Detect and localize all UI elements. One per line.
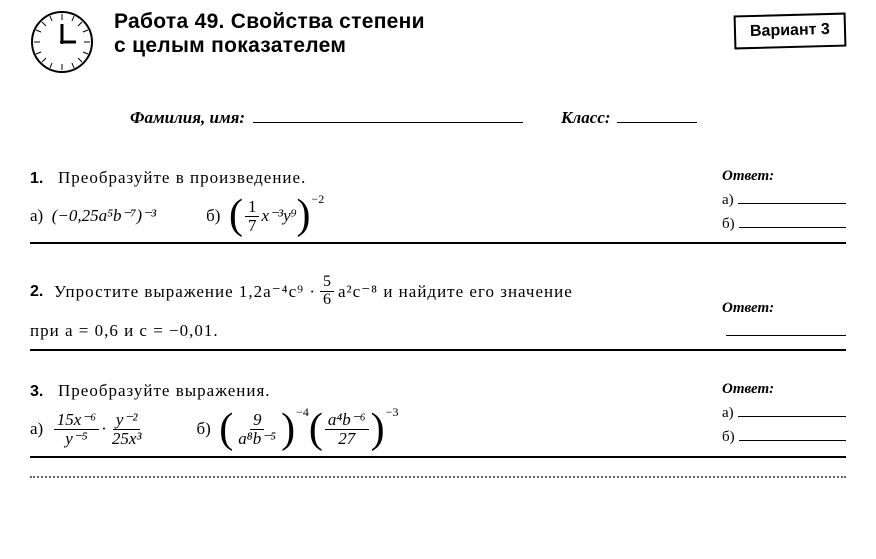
- p3a-f1d: y⁻⁵: [62, 430, 90, 448]
- answer-label: Ответ:: [722, 300, 846, 317]
- p3a-f1n: 15x⁻⁶: [54, 411, 99, 430]
- answer-block: Ответ: а) б): [716, 381, 846, 446]
- answer-b-input[interactable]: [739, 426, 846, 441]
- answer-label: Ответ:: [722, 381, 846, 398]
- p3b-f2d: 27: [335, 430, 358, 448]
- sub-label-b: б): [196, 419, 210, 439]
- p3b-f1d: a⁸b⁻⁵: [235, 430, 279, 448]
- p1b-den: 7: [245, 217, 260, 235]
- p3a-f2n: y⁻²: [113, 411, 141, 430]
- answer-a-label: а): [722, 405, 734, 422]
- title-line1: Работа 49. Свойства степени: [114, 10, 734, 34]
- p2-text-mid: a²c⁻⁸ и найдите его значение: [338, 282, 573, 302]
- problem-number: 1.: [30, 170, 54, 188]
- answer-a-input[interactable]: [738, 189, 846, 204]
- p1b-num: 1: [245, 198, 260, 217]
- p2-den: 6: [320, 292, 334, 309]
- p1b-rest: x⁻³y⁹: [261, 206, 296, 226]
- answer-input[interactable]: [726, 321, 846, 336]
- surname-input[interactable]: [253, 104, 523, 123]
- problem-text: Преобразуйте в произведение.: [58, 168, 306, 187]
- surname-label: Фамилия, имя:: [130, 108, 245, 128]
- divider: [30, 242, 846, 244]
- sub-label-a: а): [30, 206, 43, 226]
- class-input[interactable]: [617, 104, 697, 123]
- problem-1: 1. Преобразуйте в произведение. а) (−0,2…: [30, 168, 846, 245]
- answer-a-input[interactable]: [738, 402, 846, 417]
- answer-b-label: б): [722, 429, 735, 446]
- problem-2: 2. Упростите выражение 1,2a⁻⁴c⁹ · 56 a²c…: [30, 274, 846, 351]
- p2-line2: при a = 0,6 и c = −0,01.: [30, 321, 716, 341]
- p3b-f2n: a⁴b⁻⁶: [325, 411, 369, 430]
- p3b-f1n: 9: [250, 411, 265, 430]
- title-line2: с целым показателем: [114, 34, 734, 58]
- p1-expr-a: (−0,25a⁵b⁻⁷)⁻³: [52, 206, 156, 226]
- divider: [30, 456, 846, 458]
- answer-a-label: а): [722, 192, 734, 209]
- name-row: Фамилия, имя: Класс:: [130, 104, 846, 128]
- title-block: Работа 49. Свойства степени с целым пока…: [114, 10, 734, 58]
- problem-3: 3. Преобразуйте выражения. а) 15x⁻⁶y⁻⁵ ·…: [30, 381, 846, 458]
- p1b-pow: −2: [312, 192, 325, 207]
- answer-b-input[interactable]: [739, 213, 846, 228]
- page-dotted-divider: [30, 476, 846, 478]
- p1-option-a: а) (−0,25a⁵b⁻⁷)⁻³: [30, 206, 156, 226]
- header: Работа 49. Свойства степени с целым пока…: [30, 10, 846, 74]
- answer-block: Ответ:: [716, 274, 846, 336]
- answer-block: Ответ: а) б): [716, 168, 846, 233]
- divider: [30, 349, 846, 351]
- p3-option-a: а) 15x⁻⁶y⁻⁵ · y⁻²25x³: [30, 411, 146, 448]
- sub-label-a: а): [30, 419, 43, 439]
- sub-label-b: б): [206, 206, 220, 226]
- answer-b-label: б): [722, 216, 735, 233]
- variant-badge: Вариант 3: [734, 13, 847, 50]
- answer-label: Ответ:: [722, 168, 846, 185]
- clock-icon: [30, 10, 94, 74]
- p3-option-b: б) ( 9a⁸b⁻⁵ ) −4 ( a⁴b⁻⁶27 ) −3: [196, 411, 398, 448]
- p2-num: 5: [320, 274, 334, 292]
- p3a-f2d: 25x³: [109, 430, 145, 448]
- p3b-f2p: −3: [386, 405, 399, 420]
- p2-text-pre: Упростите выражение 1,2a⁻⁴c⁹ ·: [54, 282, 316, 302]
- p3b-f1p: −4: [296, 405, 309, 420]
- p1-option-b: б) ( 17 x⁻³y⁹ ) −2: [206, 198, 324, 235]
- problem-number: 3.: [30, 383, 54, 401]
- class-label: Класс:: [561, 108, 611, 128]
- problem-text: Преобразуйте выражения.: [58, 381, 271, 400]
- problem-number: 2.: [30, 283, 54, 301]
